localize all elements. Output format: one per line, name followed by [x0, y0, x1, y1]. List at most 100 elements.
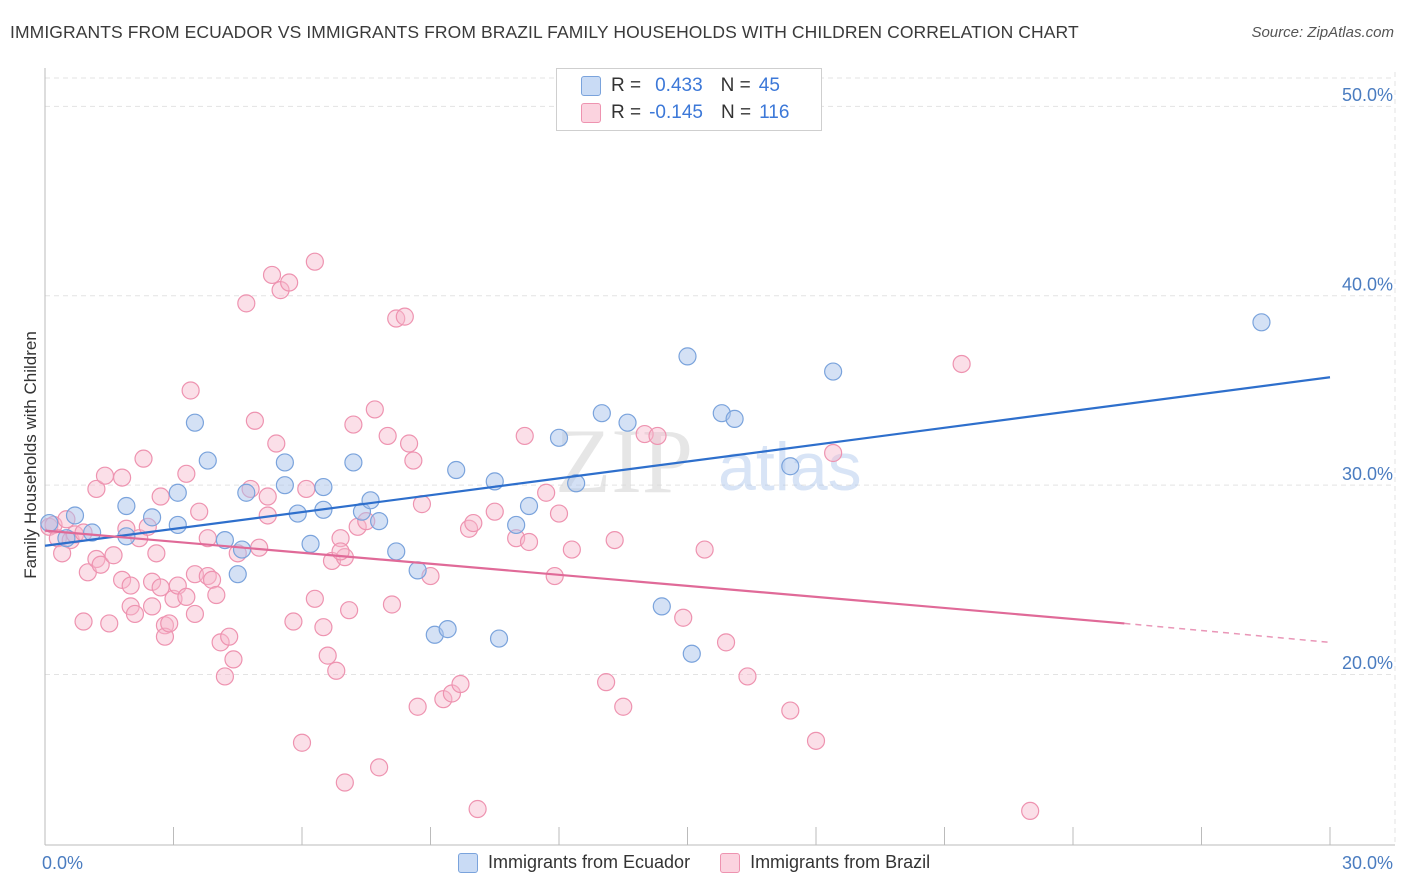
brazil-point: [399, 434, 419, 453]
brazil-point: [344, 415, 363, 434]
ecuador-point: [185, 413, 205, 432]
brazil-point: [365, 400, 384, 419]
brazil-point: [125, 604, 145, 624]
stats-legend: R = 0.433 N = 45 R = -0.145 N = 116: [556, 68, 822, 131]
ecuador-point: [275, 453, 294, 472]
brazil-point: [340, 601, 359, 620]
brazil-point: [297, 479, 316, 499]
brazil-trend-line: [44, 529, 1125, 625]
ecuador-point: [725, 409, 744, 428]
brazil-point: [100, 614, 119, 633]
brazil-point: [395, 307, 414, 326]
brazil-n-label: N =: [720, 102, 752, 123]
brazil-point: [537, 483, 556, 502]
brazil-point: [104, 546, 123, 565]
ecuador-point: [438, 620, 457, 639]
brazil-point: [716, 633, 736, 652]
brazil-point: [545, 566, 564, 586]
legend-row-brazil: R = -0.145 N = 116: [581, 101, 789, 125]
ecuador-n-label: N =: [720, 75, 751, 96]
brazil-point: [378, 426, 397, 446]
ecuador-point: [549, 428, 569, 447]
brazil-point: [370, 758, 389, 777]
brazil-point: [614, 697, 633, 716]
brazil-point: [207, 585, 226, 605]
ecuador-r-label: R =: [611, 75, 642, 96]
brazil-point: [112, 468, 132, 487]
ecuador-point: [387, 542, 406, 561]
ecuador-point: [370, 512, 389, 531]
x-tick-label: 30.0%: [1342, 853, 1393, 873]
ecuador-point: [652, 597, 671, 616]
ecuador-r-value: 0.433: [655, 75, 703, 96]
ecuador-point: [168, 515, 187, 535]
brazil-point: [314, 618, 333, 637]
y-tick-label: 50.0%: [1342, 85, 1393, 105]
brazil-point: [485, 502, 504, 521]
brazil-point: [177, 587, 196, 607]
y-tick-label: 30.0%: [1342, 464, 1393, 484]
ecuador-point: [447, 460, 466, 480]
brazil-point: [952, 354, 971, 374]
brazil-point: [695, 540, 714, 559]
ecuador-point: [592, 404, 611, 423]
brazil-point: [451, 674, 470, 694]
ecuador-point: [781, 457, 800, 476]
brazil-point: [284, 612, 303, 631]
tick-labels: 20.0% 30.0% 40.0% 50.0% 0.0% 30.0%: [42, 85, 1393, 873]
brazil-point: [95, 466, 115, 485]
ecuador-point: [682, 644, 701, 663]
ecuador-n-value: 45: [758, 75, 780, 96]
brazil-point: [121, 576, 140, 595]
brazil-point: [305, 252, 324, 271]
brazil-point: [224, 650, 243, 669]
ecuador-point: [168, 483, 187, 502]
brazil-point: [91, 555, 110, 574]
trend-lines: [44, 376, 1331, 644]
brazil-point: [648, 426, 667, 446]
brazil-point: [190, 502, 209, 521]
brazil-point: [738, 667, 757, 686]
brazil-point: [258, 487, 277, 506]
brazil-r-value: -0.145: [649, 102, 703, 123]
y-axis-label: Family Households with Children: [21, 331, 40, 579]
ecuador-points: [40, 313, 1271, 663]
brazil-point: [404, 451, 423, 470]
ecuador-point: [618, 413, 637, 432]
brazil-points: [40, 252, 1040, 821]
series-legend-ecuador[interactable]: Immigrants from Ecuador: [458, 852, 690, 873]
brazil-point: [597, 673, 616, 692]
ecuador-point: [198, 451, 217, 470]
ecuador-legend-swatch: [458, 852, 478, 873]
brazil-point: [74, 612, 93, 631]
y-tick-label: 20.0%: [1342, 653, 1393, 673]
brazil-point: [464, 513, 483, 533]
ecuador-point: [678, 347, 697, 366]
brazil-point: [160, 614, 179, 633]
brazil-point: [335, 773, 354, 792]
ecuador-trend-line: [44, 376, 1331, 547]
brazil-point: [177, 464, 196, 483]
ecuador-point: [65, 506, 85, 525]
brazil-point: [781, 701, 800, 720]
brazil-point: [215, 667, 234, 686]
brazil-point: [87, 479, 106, 499]
y-tick-label: 40.0%: [1342, 274, 1393, 294]
legend-row-ecuador: R = 0.433 N = 45: [581, 74, 780, 98]
ecuador-point: [228, 565, 247, 584]
ecuador-legend-label: Immigrants from Ecuador: [488, 852, 691, 872]
brazil-point: [515, 426, 534, 446]
brazil-point: [327, 661, 346, 680]
brazil-point: [147, 544, 166, 563]
brazil-point: [262, 265, 282, 285]
brazil-point: [142, 597, 162, 616]
series-legend-brazil[interactable]: Immigrants from Brazil: [720, 852, 930, 873]
ecuador-point: [215, 530, 234, 550]
brazil-point: [220, 627, 239, 646]
chart-title: IMMIGRANTS FROM ECUADOR VS IMMIGRANTS FR…: [10, 22, 1079, 42]
brazil-point: [382, 595, 402, 614]
brazil-n-value: 116: [759, 102, 790, 123]
brazil-point: [305, 589, 324, 608]
ecuador-point: [117, 496, 136, 516]
